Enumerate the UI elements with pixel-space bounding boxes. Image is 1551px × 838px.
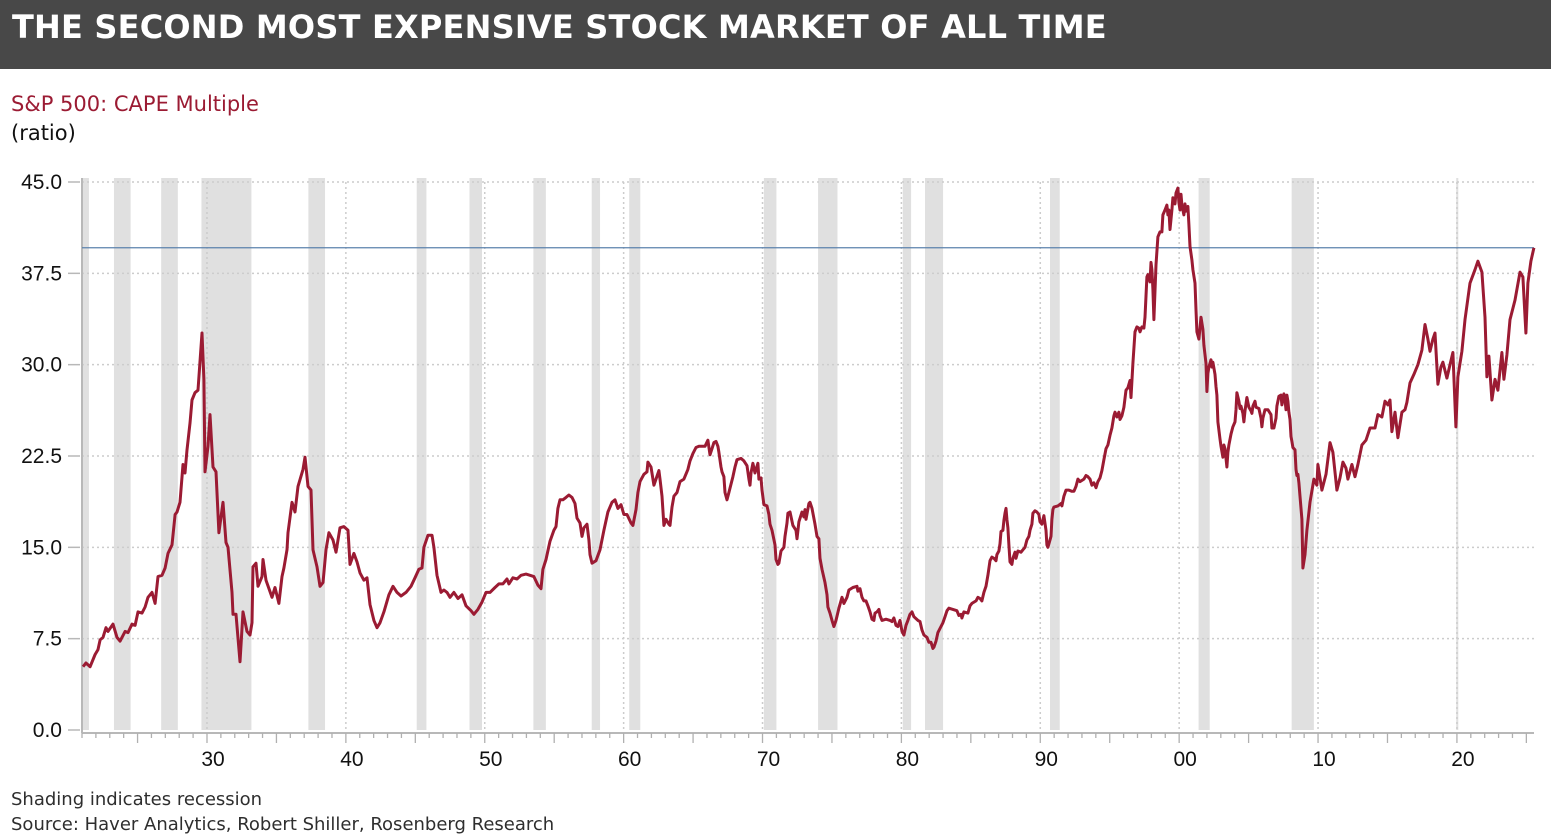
x-tick-label: 20 <box>1451 748 1474 771</box>
y-axis-ticks: 0.0 7.5 15.0 22.5 30.0 37.5 45.0 <box>21 171 80 742</box>
x-axis-ticks: 30 40 50 60 70 80 90 00 10 20 <box>81 733 1528 771</box>
y-axis-unit-label: (ratio) <box>11 121 76 145</box>
x-tick-label: 70 <box>757 748 780 771</box>
y-tick-label: 0.0 <box>33 719 62 742</box>
x-tick-label: 30 <box>201 748 224 771</box>
gridlines <box>82 181 1534 730</box>
recession-band <box>1050 178 1060 730</box>
x-tick-label: 90 <box>1035 748 1058 771</box>
recession-band <box>308 178 326 730</box>
recession-band <box>113 178 131 730</box>
x-tick-label: 80 <box>896 748 919 771</box>
recession-band <box>925 178 944 730</box>
recession-shading-layer <box>82 178 1459 730</box>
x-tick-label: 10 <box>1312 748 1335 771</box>
title-banner: THE SECOND MOST EXPENSIVE STOCK MARKET O… <box>0 0 1551 69</box>
x-tick-label: 00 <box>1173 748 1196 771</box>
source-note: Source: Haver Analytics, Robert Shiller,… <box>11 814 555 835</box>
recession-band <box>818 178 838 730</box>
recession-band <box>161 178 178 730</box>
recession-band <box>629 178 641 730</box>
x-tick-label: 60 <box>618 748 641 771</box>
recession-note: Shading indicates recession <box>11 789 263 810</box>
y-tick-label: 22.5 <box>21 445 62 468</box>
y-tick-label: 15.0 <box>21 536 62 559</box>
axes <box>81 178 1534 734</box>
recession-band <box>469 178 482 730</box>
y-tick-label: 45.0 <box>21 171 62 194</box>
recession-band <box>201 178 252 730</box>
recession-band <box>763 178 777 730</box>
y-tick-label: 37.5 <box>21 262 62 285</box>
x-tick-label: 40 <box>340 748 363 771</box>
recession-band <box>1291 178 1314 730</box>
y-tick-label: 30.0 <box>21 354 62 377</box>
recession-band <box>1198 178 1210 730</box>
recession-band <box>533 178 546 730</box>
recession-band <box>82 178 89 730</box>
chart-title: S&P 500: CAPE Multiple <box>11 92 259 116</box>
x-tick-label: 50 <box>479 748 502 771</box>
recession-band <box>591 178 601 730</box>
y-tick-label: 7.5 <box>33 628 62 651</box>
recession-band <box>416 178 427 730</box>
cape-series-line <box>81 186 1536 669</box>
recession-band <box>902 178 912 730</box>
page-title: THE SECOND MOST EXPENSIVE STOCK MARKET O… <box>12 8 1107 46</box>
